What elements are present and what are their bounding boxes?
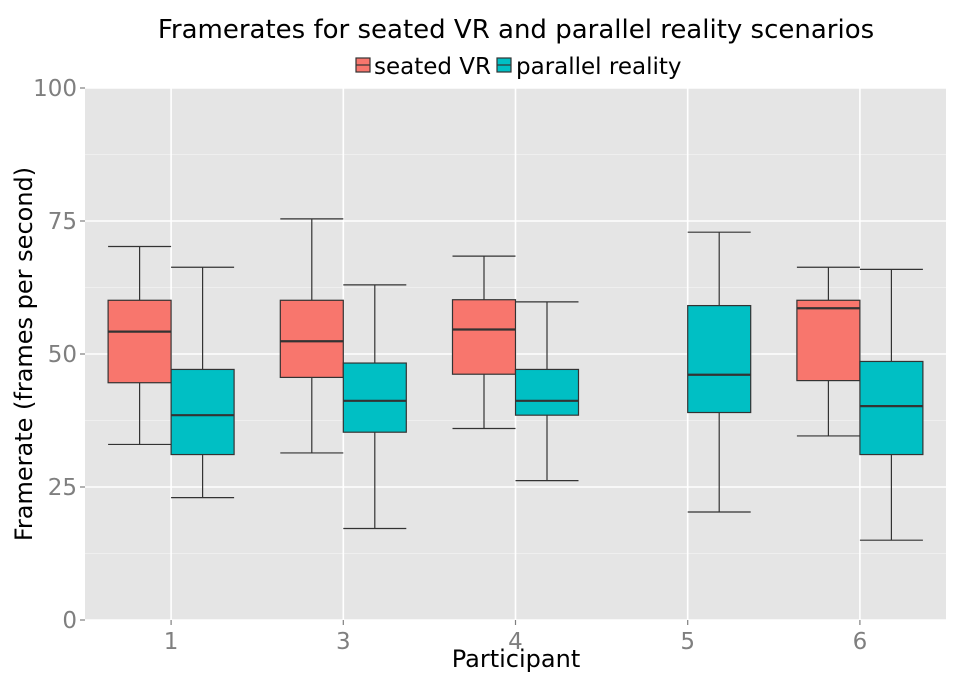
box-body <box>107 299 172 384</box>
box-parallel-reality-4 <box>514 301 580 482</box>
box-seated-vr-3 <box>279 218 344 454</box>
y-tick-label: 0 <box>62 608 77 634</box>
box-body <box>170 368 235 456</box>
x-axis: 1 3 4 5 6 <box>164 620 867 655</box>
legend-label-seated-vr: seated VR <box>374 54 491 80</box>
y-axis: 0 25 50 75 100 <box>33 76 85 634</box>
box-parallel-reality-3 <box>342 284 407 530</box>
box-body <box>451 299 517 375</box>
legend-label-parallel-reality: parallel reality <box>516 54 681 80</box>
box-body <box>342 362 407 433</box>
box-body <box>859 360 924 456</box>
box-seated-vr-4 <box>451 255 517 430</box>
box-body <box>514 368 580 416</box>
box-parallel-reality-5 <box>687 231 752 513</box>
x-tick-label: 4 <box>508 629 523 655</box>
y-tick-label: 50 <box>48 342 77 368</box>
y-tick-label: 75 <box>48 209 77 235</box>
x-tick-label: 3 <box>336 629 351 655</box>
legend: seated VR parallel reality <box>355 54 681 80</box>
x-tick-label: 6 <box>853 629 868 655</box>
chart-title: Framerates for seated VR and parallel re… <box>158 15 874 45</box>
x-axis-title: Participant <box>452 645 580 673</box>
box-body <box>796 299 861 382</box>
boxes <box>107 218 924 541</box>
box-body <box>279 299 344 379</box>
box-body <box>687 304 752 414</box>
box-seated-vr-1 <box>107 245 172 446</box>
y-axis-title: Framerate (frames per second) <box>10 167 38 541</box>
x-tick-label: 5 <box>680 629 695 655</box>
y-tick-label: 25 <box>48 475 77 501</box>
box-parallel-reality-6 <box>859 268 924 541</box>
box-seated-vr-6 <box>796 266 861 437</box>
x-tick-label: 1 <box>164 629 179 655</box>
y-tick-label: 100 <box>33 76 77 102</box>
box-parallel-reality-1 <box>170 266 235 499</box>
